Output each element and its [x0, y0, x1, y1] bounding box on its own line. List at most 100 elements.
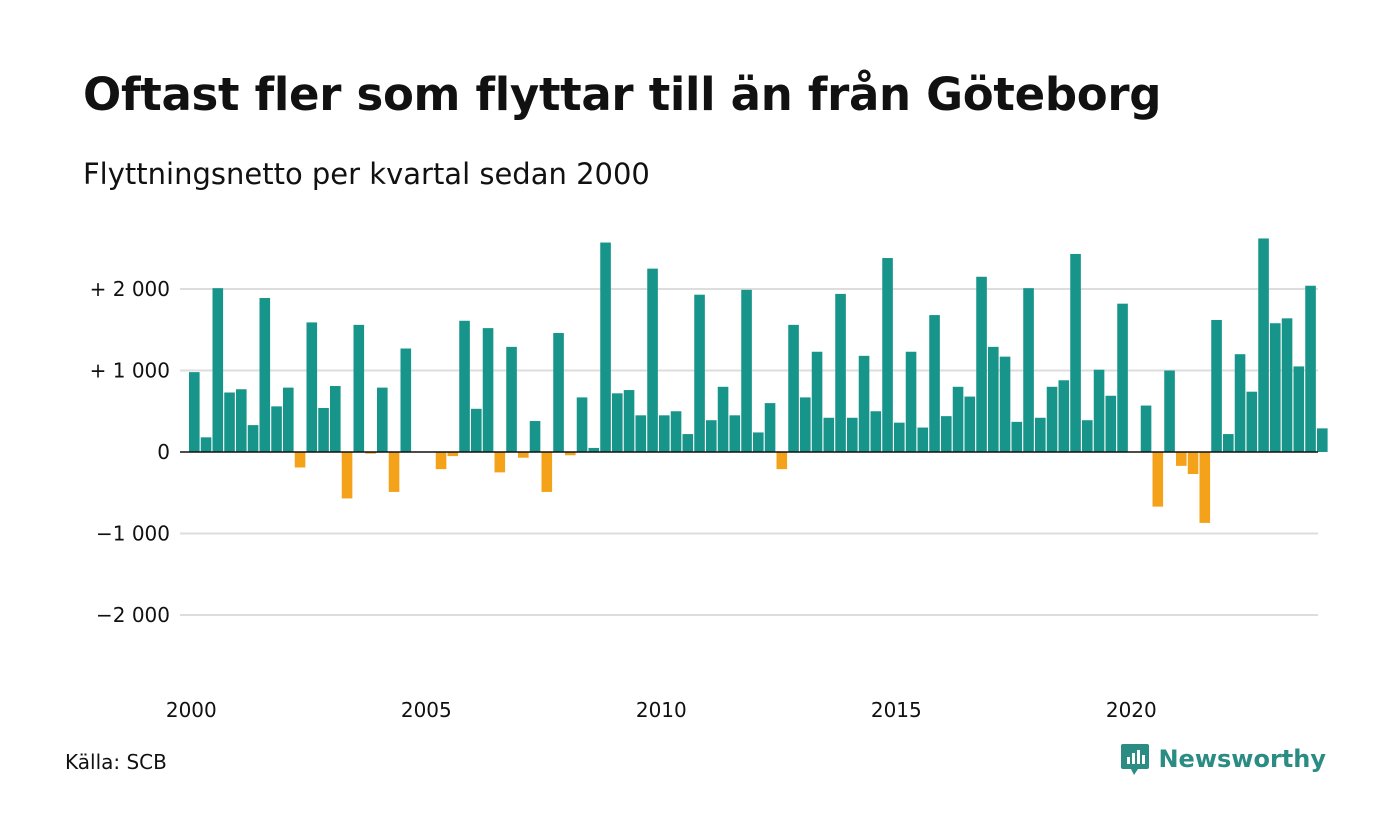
bar: 2013 Q3: 420: [823, 417, 835, 452]
bar: 2013 Q2: 1230: [811, 351, 823, 452]
bar: 2017 Q1: 1290: [988, 346, 999, 453]
bar: 2004 Q1: 790: [377, 387, 388, 453]
bar: 2012 Q3: -210: [776, 452, 788, 470]
bar: 2023 Q4: 2040: [1305, 285, 1316, 452]
bar: 2002 Q3: 1590: [306, 322, 318, 452]
bar: 2001 Q1: 770: [236, 389, 247, 453]
brand-name: Newsworthy: [1158, 745, 1326, 773]
source-note: Källa: SCB: [65, 750, 167, 774]
bar: 2007 Q1: -70: [518, 452, 529, 458]
bar: 2006 Q1: 530: [471, 408, 482, 453]
bar: 2007 Q3: -490: [541, 452, 553, 492]
bar: 2021 Q3: -870: [1199, 452, 1211, 523]
bar: 2005 Q3: -50: [447, 452, 459, 457]
bar: 2014 Q3: 500: [870, 411, 882, 452]
bar: 2024 Q1: 290: [1317, 428, 1328, 453]
bar: 2006 Q3: -250: [494, 452, 506, 473]
bar: 2018 Q2: 800: [1046, 386, 1058, 452]
bar: 2000 Q2: 180: [200, 437, 212, 452]
bar: 2018 Q3: 880: [1058, 380, 1070, 452]
bar: 2013 Q4: 1940: [835, 293, 846, 452]
bar: 2023 Q3: 1050: [1293, 366, 1305, 453]
x-tick-label: 2000: [166, 698, 217, 722]
bar: 2009 Q4: 2250: [647, 268, 658, 453]
bar: 2022 Q3: 740: [1246, 391, 1258, 452]
bar: 2004 Q3: 1270: [400, 348, 412, 453]
bar: 2015 Q2: 1230: [905, 351, 917, 452]
bar: 2016 Q4: 2150: [976, 276, 987, 452]
bar: 2000 Q3: 2010: [212, 288, 224, 452]
brand-logo: Newsworthy: [1120, 742, 1326, 776]
bar: 2012 Q1: 240: [753, 432, 764, 452]
bar: 2006 Q4: 1290: [506, 346, 517, 453]
newsworthy-logo-icon: [1121, 744, 1150, 775]
bar: 2012 Q4: 1560: [788, 324, 799, 452]
axes: + 2 000 + 1 000 0 −1 000 −2 000 2000 2005 2010 2…: [90, 277, 1318, 722]
bar: 2002 Q2: -190: [294, 452, 306, 468]
x-tick-label: 2010: [636, 698, 687, 722]
bar: 2022 Q2: 1200: [1234, 354, 1246, 452]
bars: 2000 Q1: 9802000 Q2: 1802000 Q3: 2010200…: [189, 238, 1328, 523]
bar: 2009 Q3: 450: [635, 415, 647, 452]
bar: 2014 Q1: 420: [847, 417, 858, 452]
bar: 2011 Q2: 800: [717, 386, 729, 452]
bar: 2010 Q3: 220: [682, 434, 694, 452]
bar: 2001 Q4: 560: [271, 406, 282, 452]
bar: 2018 Q1: 420: [1035, 417, 1046, 452]
bar: 2009 Q1: 720: [612, 393, 623, 452]
bar: 2008 Q1: -40: [565, 452, 576, 456]
bar: 2008 Q4: 2570: [600, 242, 611, 452]
y-tick-label: −2 000: [96, 603, 170, 627]
bar: 2000 Q1: 980: [189, 372, 200, 452]
y-tick-label: + 1 000: [90, 359, 170, 383]
chart-subtitle: Flyttningsnetto per kvartal sedan 2000: [83, 157, 650, 191]
chart-title: Oftast fler som flyttar till än från Göt…: [83, 68, 1162, 121]
bar: 2014 Q2: 1180: [858, 355, 870, 452]
bar: 2016 Q1: 440: [941, 416, 952, 452]
bar: 2013 Q1: 670: [800, 397, 811, 452]
bar: 2015 Q3: 300: [917, 427, 929, 452]
y-tick-label: 0: [157, 440, 170, 464]
bar: 2016 Q2: 800: [952, 386, 964, 452]
bar: 2004 Q2: -490: [388, 452, 400, 492]
bar: 2020 Q3: -670: [1152, 452, 1164, 507]
bar: 2021 Q4: 1620: [1211, 319, 1222, 452]
x-tick-label: 2005: [401, 698, 452, 722]
bar: 2005 Q2: -210: [435, 452, 447, 470]
x-tick-label: 2015: [871, 698, 922, 722]
bar: 2002 Q4: 540: [318, 407, 329, 452]
bar: 2019 Q3: 690: [1105, 395, 1117, 452]
bar: 2007 Q2: 380: [529, 421, 541, 452]
bar: 2011 Q1: 390: [706, 420, 717, 452]
bar: 2003 Q4: -20: [365, 452, 376, 454]
gridlines: [180, 288, 1318, 616]
bar: 2021 Q2: -270: [1187, 452, 1199, 475]
bar: 2011 Q4: 1990: [741, 289, 752, 452]
bar: 2001 Q3: 1890: [259, 297, 271, 452]
bar: 2019 Q1: 390: [1082, 420, 1093, 452]
bar: 2000 Q4: 730: [224, 392, 235, 452]
bar: 2015 Q4: 1680: [929, 315, 940, 452]
bar: 2023 Q2: 1640: [1281, 318, 1293, 452]
bar: 2015 Q1: 360: [894, 422, 905, 452]
bar: 2008 Q2: 670: [576, 397, 588, 452]
bar: 2010 Q4: 1930: [694, 294, 705, 452]
x-tick-label: 2020: [1106, 698, 1157, 722]
bar: 2019 Q2: 1010: [1093, 369, 1105, 452]
bar: 2020 Q2: 570: [1140, 405, 1152, 452]
bar: 2022 Q4: 2620: [1258, 238, 1269, 452]
bar: 2010 Q2: 500: [670, 411, 682, 452]
bar: 2014 Q4: 2380: [882, 258, 893, 452]
bar: 2003 Q2: -570: [341, 452, 353, 499]
bar: 2001 Q2: 330: [247, 425, 259, 452]
bar: 2011 Q3: 450: [729, 415, 741, 452]
bar: 2017 Q3: 370: [1011, 421, 1023, 453]
y-tick-label: + 2 000: [90, 277, 170, 301]
bar: 2012 Q2: 600: [764, 403, 776, 452]
bar: 2008 Q3: 50: [588, 447, 600, 453]
bar: 2016 Q3: 680: [964, 396, 976, 452]
bar: 2017 Q2: 1170: [999, 356, 1011, 452]
